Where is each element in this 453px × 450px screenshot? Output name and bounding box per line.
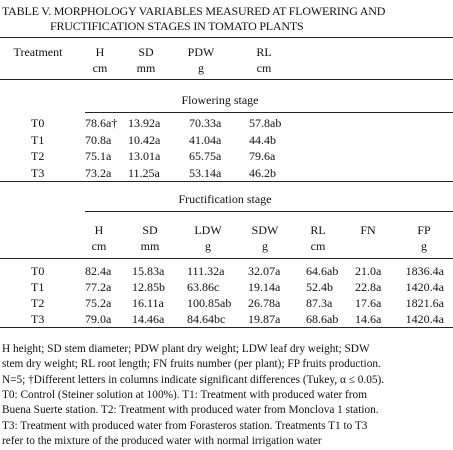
column-header: cm [92,61,108,75]
column-header: SD [142,223,158,237]
table-cell: T0 [31,116,45,130]
table-cell: 82.4a [85,264,112,278]
column-header: cm [256,61,272,75]
column-header: FP [417,223,431,237]
table-cell: 21.0a [355,264,382,278]
table-cell: 73.2a [85,165,112,180]
section-label: Fructification stage [178,192,272,206]
table-cell: 68.6ab [306,312,339,326]
table-cell: T3 [31,312,45,326]
table-cell: 79.6a [249,149,276,163]
column-header: PDW [187,45,215,59]
table-cell: 12.85b [132,280,165,294]
table-cell: 41.04a [189,132,222,147]
footnote-line: N=5; †Different letters in columns indic… [2,373,385,386]
rule [0,79,453,80]
column-header: mm [140,239,160,253]
rule [0,258,453,259]
table-cell: 16.11a [132,296,164,310]
table-cell: 46.2b [249,165,276,180]
table-cell: 63.86c [187,280,220,294]
table-cell: 26.78a [248,296,281,310]
table-cell: 57.8ab [249,116,282,130]
table-cell: 53.14a [189,165,222,180]
table-cell: 87.3a [306,296,333,310]
table-cell: 79.0a [85,312,112,326]
column-header: RL [310,223,326,237]
table-cell: T0 [31,264,45,278]
column-header: g [205,239,211,253]
table-cell: T2 [31,296,45,310]
table-cell: T1 [31,132,45,147]
column-header: Treatment [13,45,63,59]
table-cell: 65.75a [189,149,222,163]
column-header: SDW [251,223,279,237]
rule [85,112,453,113]
rule [0,37,453,38]
table-cell: T1 [31,280,45,294]
footnote-line: H height; SD stem diameter; PDW plant dr… [2,343,370,355]
column-header: g [262,239,268,253]
footnote-line: T0: Control (Steiner solution at 100%). … [2,388,367,401]
rule [85,211,453,212]
column-header: mm [136,61,156,75]
column-header: g [198,61,204,75]
table-cell: T2 [31,149,45,163]
table-cell: 111.32a [187,264,225,278]
table-cell: 32.07a [248,264,281,278]
table-cell: 11.25a [128,165,160,180]
table-cell: 100.85ab [187,296,232,310]
footnote-line: stem dry weight; RL root length; FN frui… [2,358,381,371]
table-cell: 78.6a† [85,116,118,130]
table-cell: 64.6ab [306,264,339,278]
section-label: Flowering stage [181,93,259,107]
table-cell: 15.83a [132,264,165,278]
column-header: cm [310,239,326,253]
column-header: RL [256,45,272,59]
table-cell: 22.8a [355,280,382,294]
table-cell: 84.64bc [187,312,226,326]
table-cell: 14.6a [355,312,382,326]
table-cell: T3 [31,165,45,180]
table-cell: 70.33a [189,116,222,130]
table-title: FRUCTIFICATION STAGES IN TOMATO PLANTS [50,19,304,33]
table-cell: 1420.4a [405,280,444,294]
table-cell: 1420.4a [405,312,444,326]
rule [0,181,453,182]
footnote-line: T3: Treatment with produced water from F… [2,419,368,432]
column-header: H [94,223,104,237]
table-title: TABLE V. MORPHOLOGY VARIABLES MEASURED A… [2,4,386,18]
footnote-line: refer to the mixture of the produced wat… [2,434,322,447]
table-cell: 17.6a [355,296,382,310]
table-cell: 52.4b [306,280,333,294]
rule [0,327,453,328]
table-cell: 14.46a [132,312,165,326]
column-header: cm [91,239,107,253]
table-cell: 1821.6a [405,296,444,310]
table-cell: 13.92a [128,116,161,130]
table-cell: 10.42a [128,132,161,147]
column-header: g [421,239,427,253]
column-header: SD [138,45,154,59]
column-header: H [95,45,105,59]
table-cell: 77.2a [85,280,112,294]
footnote-line: Buena Suerte station. T2: Treatment with… [2,404,379,417]
table-cell: 19.87a [248,312,281,326]
table-cell: 19.14a [248,280,281,294]
table-cell: 1836.4a [405,264,444,278]
table-cell: 75.1a [85,149,112,163]
table-cell: 13.01a [128,149,161,163]
column-header: FN [360,223,376,237]
table-cell: 44.4b [249,132,276,147]
table-cell: 75.2a [85,296,112,310]
table-cell: 70.8a [85,132,112,147]
column-header: LDW [194,223,222,237]
